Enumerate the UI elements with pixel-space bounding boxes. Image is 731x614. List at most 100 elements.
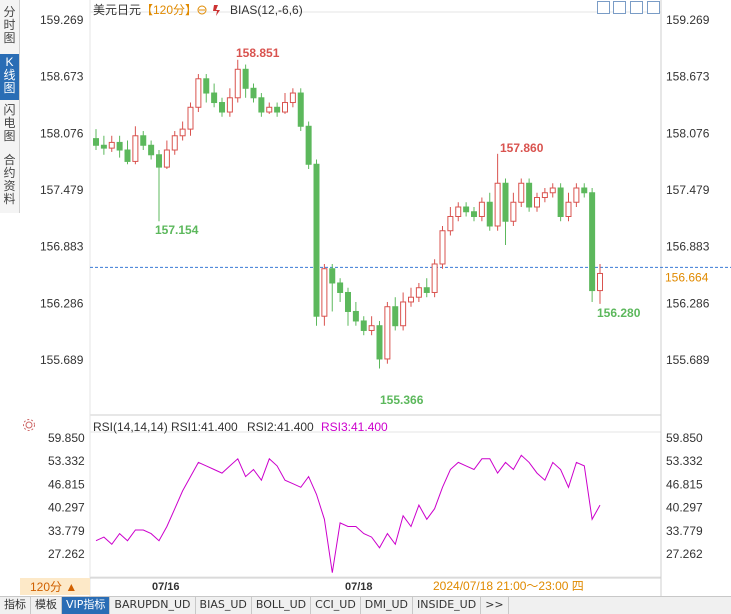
candle-body [518,182,525,203]
candle-body [203,78,210,94]
tab-indicators[interactable]: 指标 [0,597,31,614]
candle-body [502,182,509,222]
rsi-name: RSI(14,14,14) [93,420,168,434]
rsi-settings-icon[interactable] [23,419,35,431]
crosshair-icon[interactable] [613,1,626,14]
price-tick-left: 156.883 [40,240,84,254]
candle-body [250,87,257,99]
rsi-tick-left: 27.262 [48,547,85,561]
price-tick-left: 158.076 [40,126,84,140]
period-button-label: 120分 ▲ [30,580,77,594]
candle-body [345,291,351,312]
candle-body [337,282,344,293]
annotation-high: 158.851 [236,46,280,60]
annotation-low: 155.366 [380,393,424,407]
candle-body [494,182,501,227]
candle-body [219,102,225,113]
candle-body [447,215,454,232]
candle-body [455,206,462,217]
candle-body [573,187,580,203]
candle-body [597,272,603,292]
rsi1-value: RSI1:41.400 [171,420,238,434]
zoom-icon[interactable] [197,5,207,15]
candle-body [297,92,304,127]
candle-body [392,306,399,327]
candle-body [415,287,422,298]
candle-body [376,325,383,360]
candle-body [258,97,265,113]
price-tick-left: 155.689 [40,353,84,367]
tab-flash-chart[interactable]: 闪电图 [3,103,16,143]
candle-body [116,141,123,151]
price-tick-right: 156.883 [666,240,710,254]
candle-body [557,187,564,217]
candle-body [234,68,241,99]
candle-body [163,149,170,168]
candle-body [486,201,493,227]
price-axis-right: 159.269 158.673 158.076 157.479 156.883 156.2… [666,13,710,367]
indicator-label: BIAS(12,-6,6) [230,3,303,17]
rsi3-value: RSI3:41.400 [321,420,388,434]
price-tick-right: 159.269 [666,13,710,27]
candle-body [100,144,107,149]
candle-body [581,187,588,194]
candle-body [179,128,186,137]
tab-vip-indicators[interactable]: VIP指标 [62,597,111,614]
expand-icon[interactable] [630,1,643,14]
candle-body [108,141,115,149]
rsi-tick-left: 40.297 [48,501,85,515]
candle-body [471,211,477,217]
candle-body [549,187,556,194]
candle-body [148,144,155,156]
fit-icon[interactable] [597,1,610,14]
indicator-tabs: 指标 模板 VIP指标 BARUPDN_UD BIAS_UD BOLL_UD C… [0,596,731,614]
rsi-tick-right: 33.779 [666,524,703,538]
rsi2-value: RSI2:41.400 [247,420,314,434]
candle-body [439,230,446,265]
candle-body [368,325,375,331]
tab-kline[interactable]: K线图 [0,54,19,100]
rsi-tick-right: 53.332 [666,454,703,468]
candle-body [274,106,281,113]
candle-body [171,135,178,151]
rsi-axis-left: 59.850 53.332 46.815 40.297 33.779 27.262 [48,431,85,561]
candle-body [541,192,548,199]
tab-bias[interactable]: BIAS_UD [196,597,252,614]
price-tick-right: 157.479 [666,183,710,197]
tab-barupdn[interactable]: BARUPDN_UD [110,597,196,614]
candle-body [352,310,359,322]
price-tick-right: 158.076 [666,126,710,140]
candle-body [242,68,249,89]
rsi-tick-left: 59.850 [48,431,85,445]
rsi-tick-left: 53.332 [48,454,85,468]
price-tick-right: 155.689 [666,353,710,367]
tab-dmi[interactable]: DMI_UD [361,597,414,614]
tab-contract-info[interactable]: 合约资料 [3,153,16,206]
view-tabs: 分时图 K线图 闪电图 合约资料 [0,0,20,213]
tab-timeshare[interactable]: 分时图 [3,5,16,45]
rsi-tick-right: 40.297 [666,501,703,515]
candle-body [266,106,273,113]
rsi-line [95,454,601,573]
tab-more[interactable]: >> [481,597,509,614]
tab-templates[interactable]: 模板 [31,597,62,614]
candle-body [282,102,288,113]
indicator-settings-icon[interactable] [213,5,220,16]
tab-cci[interactable]: CCI_UD [311,597,361,614]
tab-boll[interactable]: BOLL_UD [252,597,312,614]
candle-body [313,163,320,317]
candle-body [132,135,139,162]
candle-body [478,201,485,217]
candle-body [226,97,233,113]
period-button[interactable] [20,578,90,595]
current-price: 156.664 [665,270,709,284]
candle-body [187,106,194,130]
candle-body [360,320,367,331]
candle-body [211,92,218,104]
candles [93,59,603,369]
candle-body [156,154,162,168]
candle-body [463,206,470,213]
grid-icon[interactable] [647,1,660,14]
tab-inside[interactable]: INSIDE_UD [413,597,482,614]
candle-body [589,192,596,292]
